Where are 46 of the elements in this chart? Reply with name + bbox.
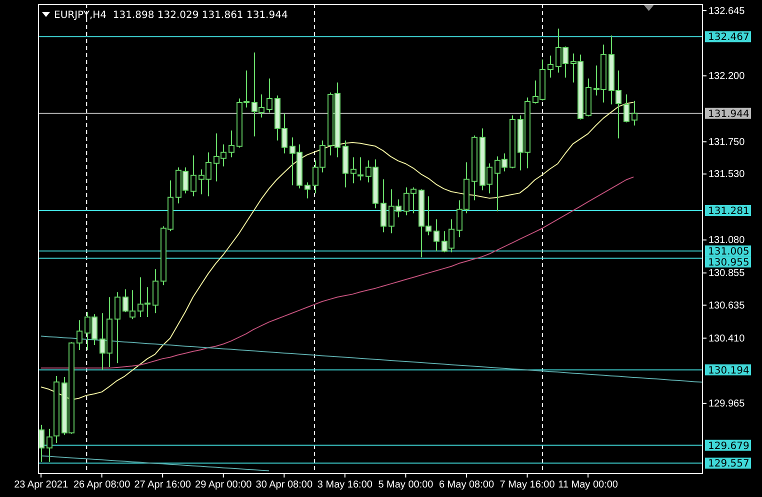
- ref-line-label: 131.944: [708, 108, 750, 120]
- ref-line-label: 129.679: [708, 440, 750, 452]
- y-tick-label: 131.530: [708, 169, 746, 180]
- candlestick: [434, 218, 440, 252]
- candlestick: [76, 320, 82, 351]
- x-tick-label: 23 Apr 2021: [14, 480, 68, 491]
- text: EURJPY,H4 131.898 132.029 131.861 131.944: [54, 10, 288, 21]
- ref-line-label: 132.467: [708, 32, 750, 44]
- y-tick-label: 130.410: [708, 333, 746, 344]
- x-tick-label: 26 Apr 08:00: [73, 480, 131, 491]
- candlestick: [38, 424, 44, 462]
- y-tick-label: 131.750: [708, 136, 746, 148]
- candlestick: [304, 182, 310, 199]
- x-tick-label: 3 May 16:00: [317, 480, 373, 491]
- x-tick-label: 6 May 08:00: [438, 480, 494, 491]
- line-series: [40, 102, 634, 400]
- ref-line-label: 131.005: [708, 246, 750, 258]
- line-series: [40, 455, 270, 472]
- candlestick: [624, 94, 630, 123]
- line-series: [40, 176, 634, 369]
- ref-line-label: 129.557: [708, 458, 750, 470]
- y-tick-label: 130.635: [708, 300, 746, 312]
- ref-line-label: 130.194: [708, 365, 750, 376]
- x-tick-label: 11 May 00:00: [558, 480, 618, 491]
- x-tick-label: 29 Apr 00:00: [195, 480, 252, 491]
- y-tick-label: 130.855: [708, 268, 746, 280]
- candlestick: [190, 154, 196, 197]
- y-tick-label: 131.080: [708, 235, 746, 246]
- y-tick-label: 129.965: [708, 398, 746, 410]
- candlestick: [350, 156, 356, 184]
- x-tick-label: 7 May 16:00: [500, 480, 556, 491]
- candlestick: [358, 156, 364, 181]
- ref-line-label: 131.281: [708, 206, 750, 218]
- candlestick: [380, 178, 386, 233]
- candlestick: [266, 78, 272, 113]
- x-tick-label: 27 Apr 16:00: [134, 480, 192, 491]
- candlestick: [46, 428, 52, 462]
- y-tick-label: 132.645: [708, 6, 746, 17]
- candlestick: [114, 292, 120, 364]
- ref-line-label: 130.955: [708, 257, 750, 268]
- candlestick: [228, 130, 234, 158]
- y-tick-label: 132.200: [708, 71, 746, 82]
- candlestick: [632, 100, 638, 126]
- x-tick-label: 5 May 00:00: [378, 480, 434, 491]
- candlestick: [548, 55, 554, 78]
- x-tick-label: 30 Apr 08:00: [256, 480, 313, 491]
